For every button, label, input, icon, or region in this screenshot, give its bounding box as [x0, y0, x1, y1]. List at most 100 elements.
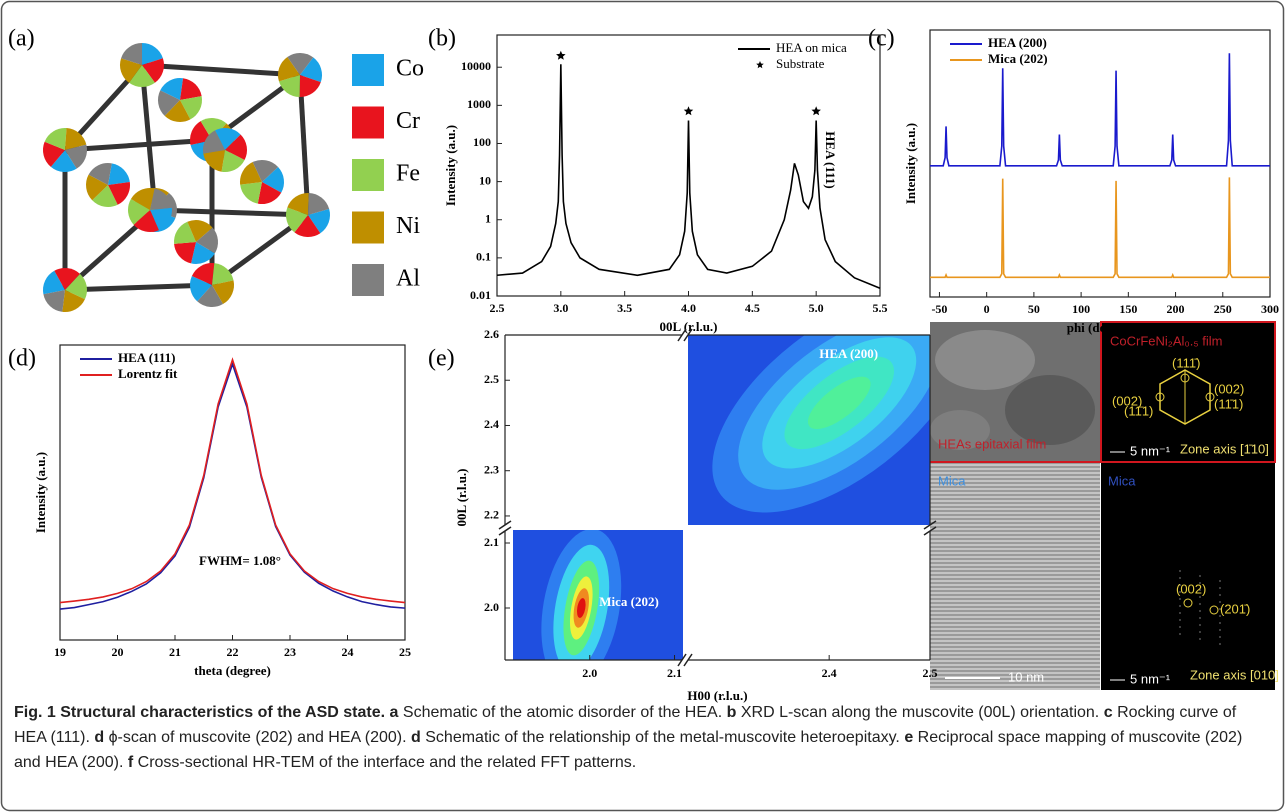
- data-line: [930, 177, 1270, 279]
- atom-slice: [221, 150, 245, 172]
- legend-swatch: [352, 106, 384, 139]
- caption-text: Reciprocal space mapping of muscovite (2…: [14, 729, 1243, 771]
- atom-slice: [92, 185, 118, 207]
- atom: [278, 52, 322, 98]
- atom-slice: [65, 128, 87, 150]
- legend-label: Cr: [396, 108, 420, 134]
- annotation: HEA (111): [823, 131, 838, 188]
- atom-slice: [200, 118, 227, 140]
- x-tick-label: 5.5: [873, 301, 888, 315]
- fft-spot-label: (11̄1): [1214, 396, 1243, 411]
- y-tick-label: 2.2: [484, 508, 499, 522]
- atom-slice: [225, 134, 247, 160]
- atom-slice: [44, 128, 67, 150]
- atom: [43, 128, 87, 173]
- atom-slice: [108, 163, 130, 185]
- y-tick-label: 0.01: [470, 288, 491, 302]
- atom-slice: [215, 128, 241, 150]
- tem-label: Mica: [938, 473, 966, 488]
- atom-slice: [191, 242, 215, 264]
- x-tick-label: 200: [1167, 302, 1185, 316]
- atom-slice: [150, 207, 173, 231]
- y-axis-title: Intensity (a.u.): [903, 123, 918, 204]
- atom: [173, 220, 219, 264]
- atom-slice: [164, 100, 191, 122]
- fft-spot-label: (201̄): [1220, 601, 1250, 616]
- y-tick-label: 2.1: [484, 535, 499, 549]
- atom-slice: [43, 270, 65, 295]
- atom-slice: [189, 276, 212, 302]
- data-line: [59, 357, 406, 604]
- x-axis-title: theta (degree): [194, 663, 271, 678]
- atom-slice: [174, 242, 196, 264]
- y-tick-label: 2.6: [484, 327, 499, 341]
- cube-edge: [297, 74, 311, 216]
- x-tick-label: 23: [284, 645, 296, 659]
- caption-letter: b: [726, 704, 737, 721]
- atom-slice: [173, 221, 196, 244]
- data-line: [496, 64, 881, 289]
- atom-slice: [108, 181, 131, 205]
- atom-slice: [308, 208, 330, 234]
- atom-slice: [287, 193, 309, 215]
- legend-label: Fe: [396, 161, 420, 187]
- caption-letter: d: [94, 729, 105, 746]
- fft-spot: [1155, 392, 1165, 402]
- legend-label: Al: [396, 266, 420, 292]
- atom: [240, 160, 285, 204]
- x-tick-label: 2.0: [582, 666, 597, 680]
- fft-spot-label: (002): [1214, 381, 1244, 396]
- atom-slice: [62, 290, 85, 312]
- x-tick-label: 20: [112, 645, 124, 659]
- legend-label: HEA on mica: [776, 40, 847, 55]
- atom-slice: [240, 182, 262, 204]
- x-tick-label: 2.5: [923, 666, 938, 680]
- x-tick-label: 100: [1072, 302, 1090, 316]
- caption-text: XRD L-scan along the muscovite (00L) ori…: [740, 704, 1100, 721]
- y-tick-label: 2.4: [484, 417, 499, 431]
- y-tick-label: 2.3: [484, 462, 499, 476]
- tem-mica-image: [930, 462, 1100, 690]
- panel-label: (d): [8, 346, 36, 372]
- legend-label: Substrate: [776, 56, 825, 71]
- caption-text: ϕ-scan of muscovite (202) and HEA (200).: [108, 729, 407, 746]
- cube-edge: [64, 282, 213, 293]
- tem-texture: [935, 330, 1035, 390]
- legend-label: HEA (111): [118, 350, 175, 365]
- atom-slice: [150, 188, 172, 210]
- fft-spot: [1205, 392, 1215, 402]
- x-tick-label: 50: [1028, 302, 1040, 316]
- atom-slice: [180, 96, 203, 120]
- x-tick-label: 3.5: [617, 301, 632, 315]
- x-tick-label: -50: [931, 302, 947, 316]
- atom-slice: [252, 160, 279, 182]
- atom-slice: [130, 188, 155, 210]
- atom-slice: [203, 150, 225, 172]
- x-axis-title: phi (degree): [1067, 320, 1134, 335]
- atom-slice: [50, 150, 77, 173]
- x-axis-title: 00L (r.l.u.): [659, 319, 717, 334]
- y-tick-label: 10: [479, 173, 491, 187]
- atom-slice: [286, 207, 308, 233]
- tem-panel: HEAs epitaxial film CoCrFeNi₂Al₀.₅ film …: [930, 321, 1279, 690]
- map-region: [513, 530, 683, 660]
- x-tick-label: 150: [1119, 302, 1137, 316]
- y-tick-label: 0.1: [476, 250, 491, 264]
- atom: [157, 78, 203, 122]
- fft-spot-label: (11̄1): [1124, 403, 1153, 418]
- panel-label: (a): [8, 26, 35, 52]
- caption-text: Rocking curve of HEA (111).: [14, 704, 1237, 746]
- atom-slice: [65, 144, 87, 169]
- caption-letter: e: [904, 729, 914, 746]
- axis-break: [498, 526, 512, 536]
- data-line: [59, 361, 406, 610]
- y-tick-label: 2.5: [484, 372, 499, 386]
- atom: [120, 43, 165, 87]
- x-tick-label: 2.5: [490, 301, 505, 315]
- atom-slice: [262, 166, 285, 193]
- x-tick-label: 22: [227, 645, 239, 659]
- atom-slice: [180, 78, 202, 100]
- y-tick-label: 1000: [467, 97, 491, 111]
